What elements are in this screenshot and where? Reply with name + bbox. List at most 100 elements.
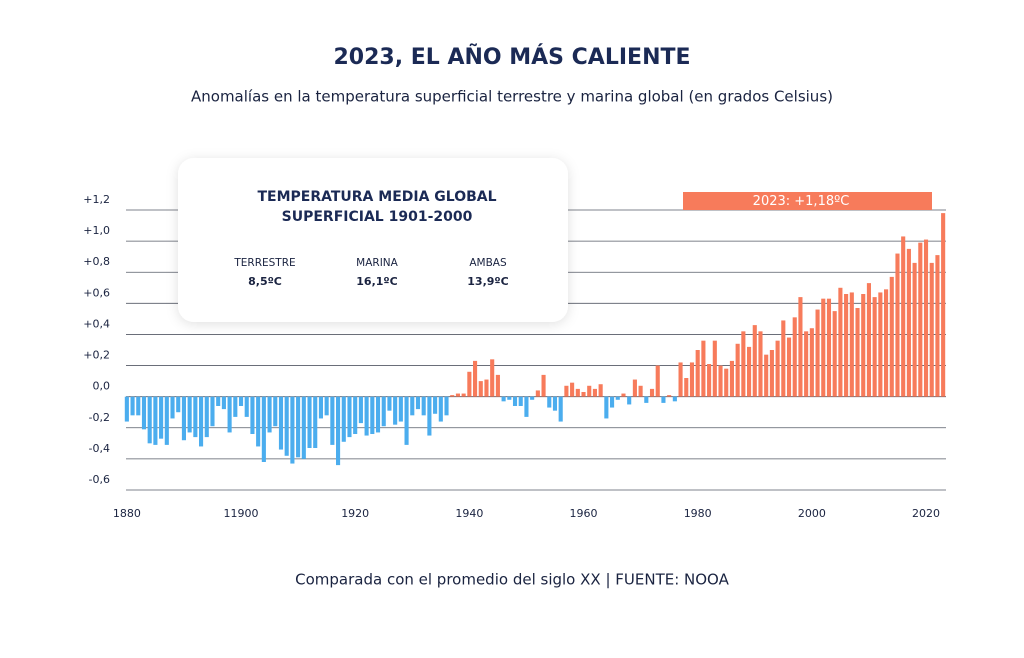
bar xyxy=(821,298,826,397)
bar xyxy=(364,396,369,436)
bar xyxy=(661,396,666,403)
bar xyxy=(826,298,832,397)
bar xyxy=(199,396,204,447)
bar xyxy=(786,337,792,397)
bar xyxy=(838,287,843,397)
bar xyxy=(832,311,837,397)
bar xyxy=(415,396,421,410)
bar xyxy=(318,396,323,419)
bar xyxy=(672,396,677,402)
bar xyxy=(752,325,757,397)
x-tick-label: 1920 xyxy=(341,507,369,520)
y-tick-label: +0,4 xyxy=(83,317,110,330)
bar xyxy=(273,396,278,427)
y-tick-label: 0,0 xyxy=(93,380,111,393)
bar xyxy=(438,396,443,422)
card-title: TEMPERATURA MEDIA GLOBAL xyxy=(257,189,496,205)
bar xyxy=(701,340,706,397)
bar xyxy=(535,390,540,397)
bar xyxy=(844,294,849,397)
bar xyxy=(404,396,409,445)
bar xyxy=(210,396,215,427)
bar xyxy=(581,392,586,397)
bar xyxy=(290,396,295,464)
bar xyxy=(861,294,866,397)
chart-subtitle: Anomalías en la temperatura superficial … xyxy=(191,88,833,106)
bar xyxy=(181,396,186,441)
bar xyxy=(918,242,923,397)
bar xyxy=(667,395,672,397)
card-label: AMBAS xyxy=(469,257,507,269)
bar xyxy=(490,359,495,397)
bar xyxy=(130,396,135,416)
footer: Comparada con el promedio del siglo XX |… xyxy=(295,571,729,589)
bar xyxy=(849,292,854,397)
y-tick-label: -0,2 xyxy=(89,411,110,424)
bar xyxy=(592,388,597,397)
annotation: 2023: +1,18ºC xyxy=(753,194,850,209)
bar xyxy=(604,396,609,419)
bar xyxy=(649,388,655,397)
x-tick-label: 2000 xyxy=(798,507,826,520)
bar xyxy=(530,396,535,400)
bar xyxy=(564,385,569,397)
bar xyxy=(889,276,894,397)
y-tick-label: +0,6 xyxy=(83,286,110,299)
bar xyxy=(284,396,289,456)
bar xyxy=(712,340,717,397)
x-tick-label: 1980 xyxy=(684,507,712,520)
bar xyxy=(324,396,329,416)
bar xyxy=(473,360,478,397)
bar xyxy=(695,350,700,397)
bar xyxy=(136,396,141,416)
bar xyxy=(798,297,803,397)
bar xyxy=(233,396,238,417)
chart-title: 2023, EL AÑO MÁS CALIENTE xyxy=(333,44,690,70)
bar xyxy=(644,396,649,403)
x-tick-label: 11900 xyxy=(224,507,259,520)
bar xyxy=(615,396,620,400)
bar xyxy=(512,396,518,406)
bar xyxy=(170,396,175,419)
bar xyxy=(689,362,695,397)
bar xyxy=(221,396,226,410)
bar xyxy=(655,365,660,397)
y-tick-label: -0,4 xyxy=(89,442,110,455)
bar xyxy=(804,331,809,397)
bar xyxy=(347,396,352,438)
bar xyxy=(866,283,871,397)
bar xyxy=(330,396,335,445)
bar xyxy=(912,262,917,397)
bar xyxy=(358,396,363,424)
card-background xyxy=(178,158,568,322)
info-card: TEMPERATURA MEDIA GLOBAL SUPERFICIAL 190… xyxy=(178,158,568,322)
card-value: 13,9ºC xyxy=(467,275,508,288)
bar xyxy=(250,396,255,434)
bar xyxy=(518,396,523,406)
bar xyxy=(524,396,529,417)
bar xyxy=(176,396,181,413)
bar xyxy=(267,396,272,433)
bar xyxy=(627,396,632,405)
bar xyxy=(461,393,466,397)
bar xyxy=(427,396,432,436)
bar xyxy=(775,340,780,397)
bar xyxy=(433,396,438,414)
bar xyxy=(872,297,877,397)
plot-area: +1,2 +1,0 +0,8 +0,6 +0,4 +0,2 0,0 -0,2 -0,4 -0,6 1… xyxy=(83,193,946,520)
bar xyxy=(598,384,603,397)
bar xyxy=(718,365,723,397)
bar xyxy=(141,396,147,430)
bar xyxy=(735,343,740,397)
bar xyxy=(878,292,883,397)
bar xyxy=(450,395,455,397)
bar xyxy=(393,396,398,425)
bar xyxy=(341,396,346,442)
bar xyxy=(632,379,637,397)
card-label: MARINA xyxy=(356,257,398,269)
bar xyxy=(678,362,683,397)
bar xyxy=(684,378,689,397)
bar xyxy=(547,396,552,408)
bar xyxy=(764,354,769,397)
bar xyxy=(147,396,152,444)
